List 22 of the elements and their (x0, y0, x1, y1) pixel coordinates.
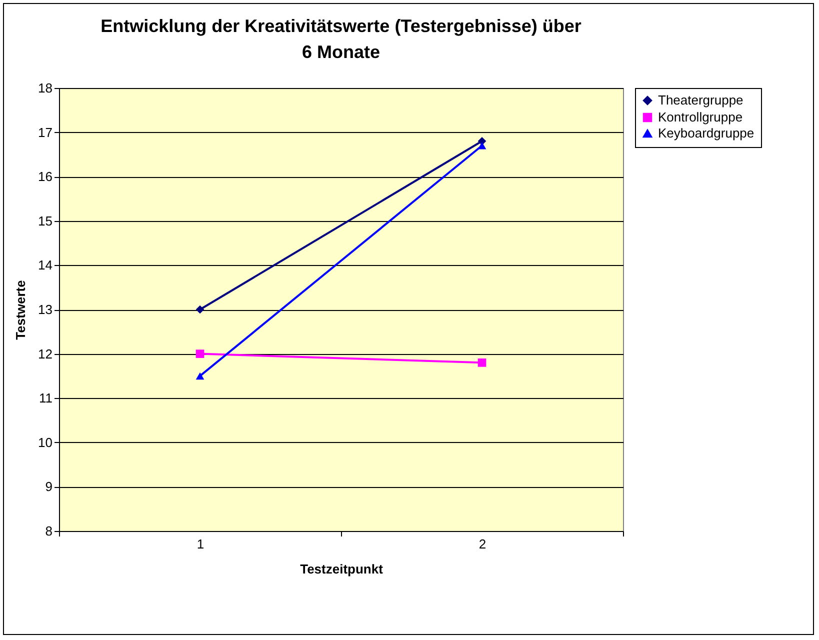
y-tick-label: 12 (38, 346, 52, 362)
legend-label: Kontrollgruppe (658, 110, 743, 124)
y-tick-label: 15 (38, 213, 52, 228)
point (196, 350, 204, 358)
y-tick-label: 10 (38, 434, 52, 450)
y-tick-label: 18 (38, 80, 52, 96)
x-tick-label: 1 (196, 536, 204, 552)
point (196, 305, 204, 314)
y-tick-label: 16 (38, 169, 52, 184)
y-tick-label: 8 (45, 524, 52, 538)
y-tick-label: 17 (38, 124, 52, 140)
legend-label: Theatergruppe (658, 92, 744, 108)
y-tick-label: 14 (38, 258, 52, 273)
y-tick-label: 9 (45, 479, 52, 494)
legend-label: Keyboardgruppe (658, 126, 754, 140)
x-axis-title: Testzeitpunkt (300, 562, 384, 576)
x-tick-label: 2 (478, 536, 486, 552)
y-tick-label: 13 (38, 302, 52, 317)
y-tick-label: 11 (39, 390, 52, 406)
y-axis-title: Testwerte (13, 280, 28, 340)
chart-title: Entwicklung der Kreativitätswerte (Testergebnisse) über 6 Monate (100, 16, 582, 62)
point (478, 358, 486, 367)
